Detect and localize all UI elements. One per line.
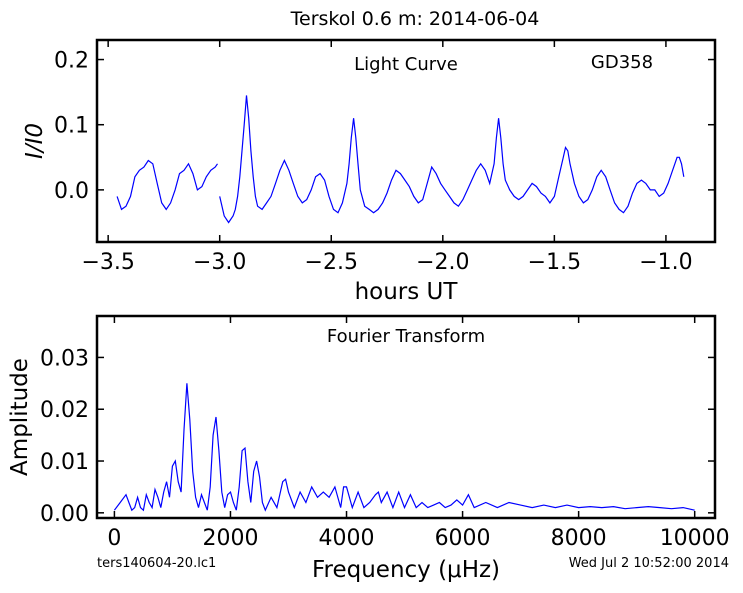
- fourier-y-tick-label: 0.03: [40, 346, 89, 371]
- fourier-x-tick-label: 10000: [660, 526, 730, 551]
- light-curve-x-tick-label: −3.5: [81, 250, 134, 275]
- light-curve-x-tick-label: −1.5: [528, 250, 581, 275]
- fourier-title: Fourier Transform: [327, 326, 485, 347]
- fourier-line: [113, 383, 695, 512]
- light-curve-axes-frame: [95, 38, 717, 244]
- light-curve-series: [116, 95, 685, 224]
- light-curve-line: [116, 159, 218, 211]
- fourier-axes-frame: [95, 314, 717, 520]
- footer-filename: ters140604-20.lc1: [97, 556, 216, 571]
- light-curve-line: [219, 95, 685, 224]
- fourier-x-tick-label: 8000: [551, 526, 607, 551]
- fourier-x-tick-label: 4000: [319, 526, 375, 551]
- fourier-x-tick-label: 6000: [435, 526, 491, 551]
- fourier-x-tick-label: 2000: [202, 526, 258, 551]
- light-curve-y-tick-label: 0.0: [54, 179, 89, 204]
- light-curve-x-tick-label: −1.0: [639, 250, 692, 275]
- fourier-transform-panel: 0 2000 4000 6000 8000 10000 0.00 0.01 0.02 0.03 F…: [7, 314, 730, 583]
- light-curve-y-axis-label: I/I0: [22, 123, 48, 159]
- light-curve-object-label: GD358: [591, 52, 653, 73]
- light-curve-ticks: −3.5 −3.0 −2.5 −2.0 −1.5 −1.0 0.0 0.1 0.2: [54, 40, 715, 275]
- light-curve-panel: −3.5 −3.0 −2.5 −2.0 −1.5 −1.0 0.0 0.1 0.2 Light …: [22, 38, 717, 305]
- fourier-x-tick-label: 0: [107, 526, 121, 551]
- light-curve-y-tick-label: 0.2: [54, 49, 89, 74]
- light-curve-x-tick-label: −3.0: [193, 250, 246, 275]
- light-curve-x-tick-label: −2.5: [305, 250, 358, 275]
- fourier-y-tick-label: 0.00: [40, 502, 89, 527]
- fourier-y-axis-label: Amplitude: [7, 358, 33, 476]
- light-curve-y-tick-label: 0.1: [54, 114, 89, 139]
- light-curve-title: Light Curve: [354, 54, 458, 75]
- fourier-series: [113, 383, 695, 512]
- fourier-y-tick-label: 0.02: [40, 398, 89, 423]
- light-curve-x-axis-label: hours UT: [355, 279, 459, 305]
- figure-title: Terskol 0.6 m: 2014-06-04: [290, 8, 540, 30]
- footer-timestamp: Wed Jul 2 10:52:00 2014: [569, 556, 729, 571]
- fourier-x-axis-label: Frequency (μHz): [312, 557, 500, 583]
- fourier-ticks: 0 2000 4000 6000 8000 10000 0.00 0.01 0.02 0.03: [40, 316, 730, 551]
- light-curve-x-tick-label: −2.0: [416, 250, 469, 275]
- fourier-y-tick-label: 0.01: [40, 450, 89, 475]
